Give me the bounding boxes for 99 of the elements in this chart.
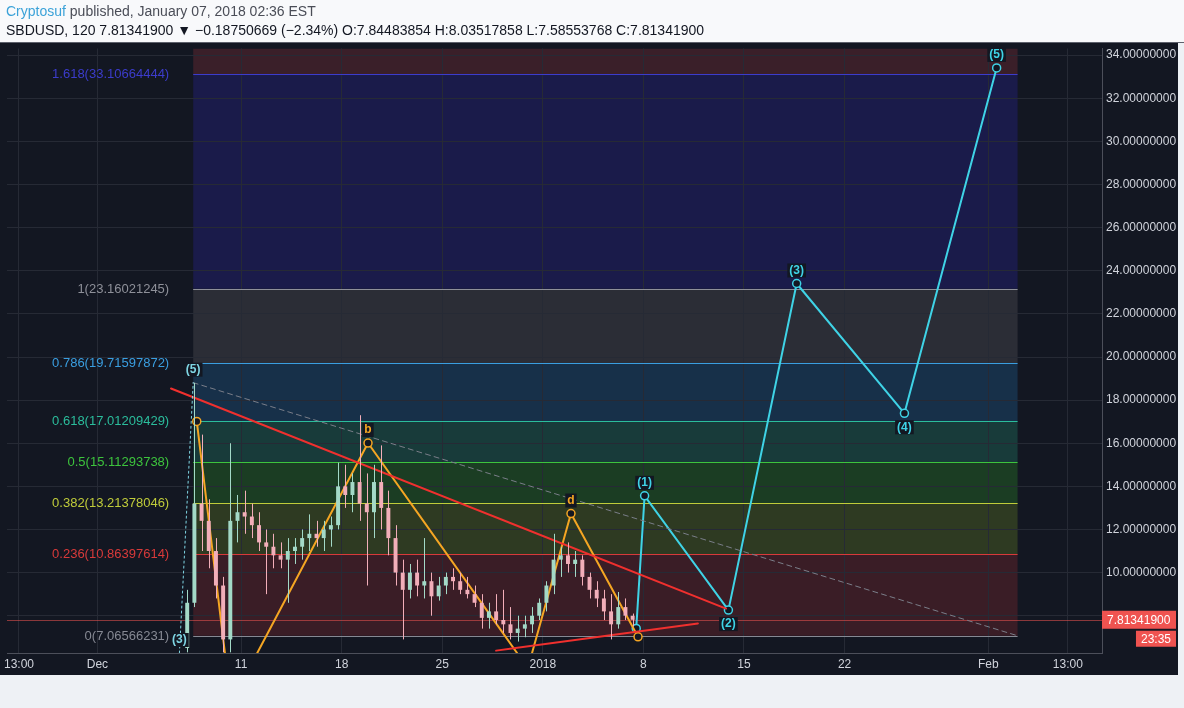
ref-line-label: 1.618(33.10664444) (52, 66, 170, 82)
point (991, 63, 1002, 73)
x-tick-label: 11 (234, 656, 248, 671)
y-tick-label: 12.00000000 (1106, 521, 1177, 536)
candlestick (522, 615, 527, 638)
x-tick-label: 25 (435, 656, 450, 671)
candlestick (458, 572, 463, 595)
candlestick (328, 516, 333, 548)
candlestick (407, 563, 412, 599)
candlestick (623, 597, 628, 621)
ref-line-label: 1(23.16021245) (77, 281, 170, 297)
candlestick (465, 576, 470, 599)
annotation: d (567, 492, 575, 507)
x-tick-label: 18 (334, 656, 349, 671)
candlestick (609, 593, 614, 640)
candlestick (249, 503, 254, 539)
y-tick-label: 16.00000000 (1106, 435, 1177, 450)
candlestick (443, 572, 448, 595)
candlestick (357, 414, 362, 522)
y-tick-label: 18.00000000 (1106, 392, 1177, 407)
candlestick (544, 580, 549, 612)
chart-subtitle: SBDUSD, 120 7.81341900 ▼ −0.18750669 (−2.34%) O:7.84483854 H:8.03517858 L:7.58553768 C:7.81341900 (6, 22, 705, 38)
annotation: (3) (172, 632, 187, 647)
point (899, 408, 910, 419)
candlestick (594, 580, 599, 608)
x-tick-label: Feb (977, 656, 999, 671)
candlestick (573, 550, 578, 578)
candlestick (558, 546, 563, 578)
candlestick (400, 559, 405, 640)
candlestick (486, 602, 491, 630)
x-tick-label: 15 (737, 656, 751, 671)
candlestick (601, 589, 606, 621)
candlestick (257, 511, 262, 552)
point (791, 278, 802, 289)
ref-line-label: 0.618(17.01209429) (52, 413, 170, 429)
x-tick-label: 8 (640, 656, 648, 671)
candlestick (364, 472, 369, 587)
candlestick (501, 589, 506, 634)
candlestick (415, 559, 420, 597)
candlestick (278, 541, 283, 569)
x-tick-label: Dec (86, 656, 109, 671)
y-tick-label: 24.00000000 (1106, 263, 1177, 278)
y-tick-label: 10.00000000 (1106, 564, 1177, 579)
point (639, 491, 650, 501)
annotation: (1) (637, 475, 652, 490)
candlestick (494, 593, 499, 625)
annotation: b (364, 422, 372, 437)
candlestick (300, 528, 305, 561)
annotation: (5) (185, 361, 201, 376)
ref-line-label: 7.81341900 (1107, 612, 1171, 627)
candlestick (479, 593, 484, 630)
y-tick-label: 32.00000000 (1106, 90, 1177, 105)
point (633, 632, 643, 642)
candlestick (530, 606, 535, 634)
y-tick-label: 22.00000000 (1106, 306, 1177, 321)
candlestick (264, 528, 269, 595)
candlestick (350, 472, 355, 513)
ref-line-label: 0.382(13.21378046) (52, 495, 170, 511)
y-tick-label: 26.00000000 (1106, 219, 1177, 234)
candlestick (242, 490, 247, 535)
x-tick-label: 13:00 (3, 656, 35, 671)
candlestick (451, 567, 455, 591)
ref-line-label: 0(7.06566231) (84, 628, 170, 644)
candlestick (566, 541, 570, 574)
candlestick (436, 576, 441, 602)
candlestick (321, 520, 326, 552)
candlestick (422, 537, 427, 599)
point (723, 605, 734, 615)
candlestick (515, 615, 520, 643)
point (566, 508, 576, 519)
candlestick (343, 464, 348, 509)
candlestick (580, 554, 585, 587)
ref-line-label: 0.786(19.71597872) (52, 355, 170, 371)
y-tick-label: 30.00000000 (1106, 133, 1177, 148)
ref-line-label: 0.236(10.86397614) (52, 546, 170, 562)
candlestick (285, 537, 290, 604)
annotation: (3) (789, 262, 805, 277)
x-tick-label: 2018 (529, 656, 557, 671)
candlestick (472, 585, 477, 608)
y-tick-label: 34.00000000 (1106, 47, 1177, 62)
candlestick (271, 533, 276, 569)
ref-line-label: 0.5(15.11293738) (67, 454, 170, 470)
candlestick (429, 572, 434, 617)
point (363, 438, 373, 448)
annotation: (4) (897, 419, 912, 434)
candlestick (292, 537, 297, 565)
y-tick-label: 14.00000000 (1106, 478, 1177, 493)
y-tick-label: 20.00000000 (1106, 349, 1177, 364)
chart-title: Cryptosuf published, January 07, 2018 02:36 EST (6, 3, 316, 19)
candlestick (616, 591, 621, 630)
candlestick (537, 597, 542, 621)
annotation: (2) (721, 616, 736, 631)
candlestick (307, 513, 312, 552)
candlestick (199, 434, 204, 552)
x-tick-label: 22 (837, 656, 852, 671)
x-tick-label: 13:00 (1052, 656, 1084, 671)
annotation: (5) (989, 47, 1004, 62)
y-tick-label: 28.00000000 (1106, 176, 1177, 191)
text: 23:35 (1140, 631, 1172, 646)
